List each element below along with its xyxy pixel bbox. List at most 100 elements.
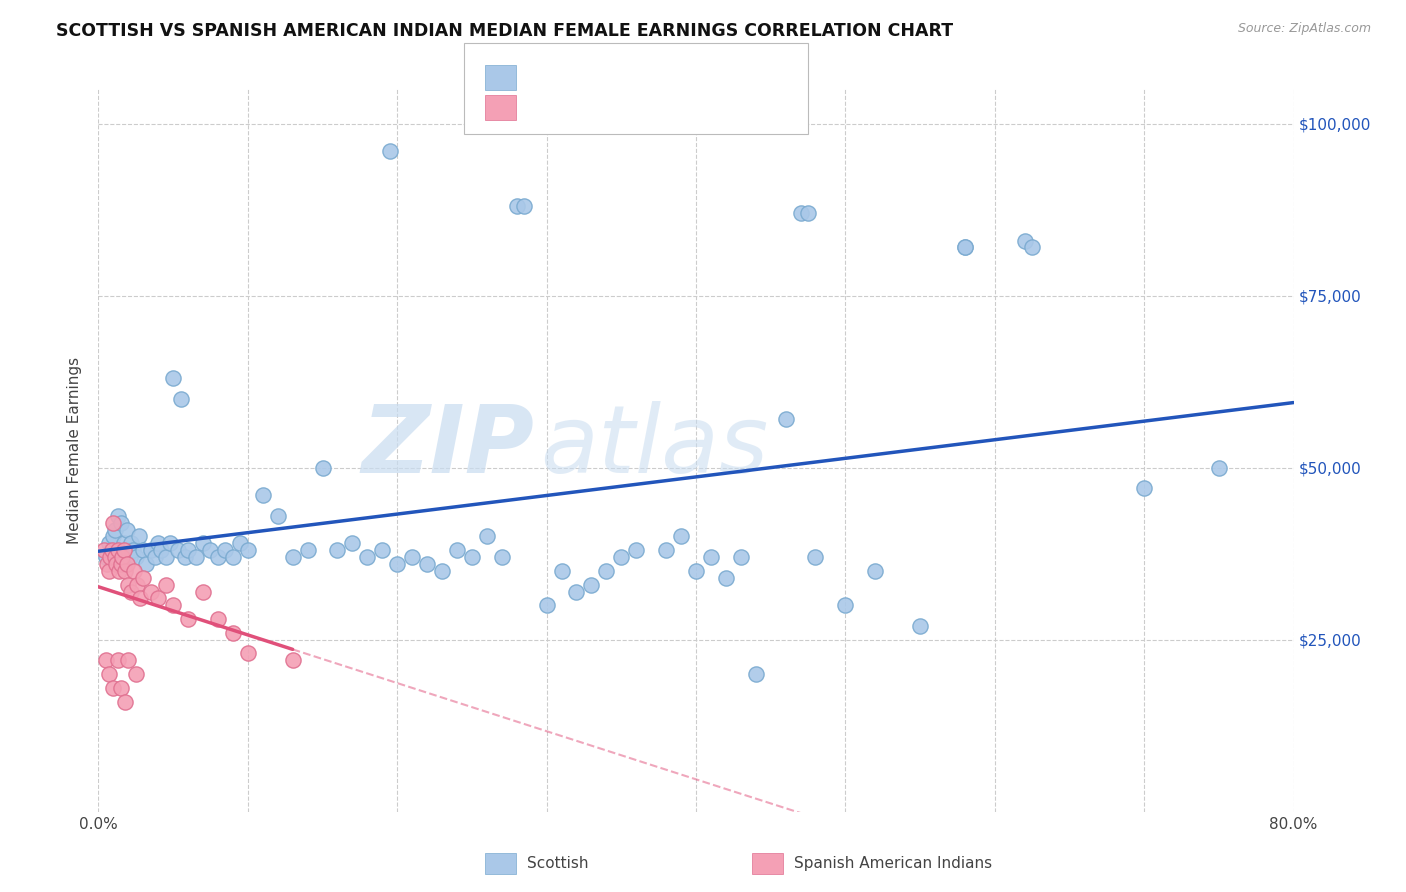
Point: [252, 488, 274, 502]
Point: [127, 577, 149, 591]
Point: [356, 550, 378, 565]
Point: [610, 550, 633, 565]
Text: R =   0.133   N = 77: R = 0.133 N = 77: [527, 70, 682, 85]
Point: [101, 543, 124, 558]
Point: [97, 667, 120, 681]
Point: [115, 557, 138, 571]
Point: [114, 564, 136, 578]
Point: [120, 536, 142, 550]
Point: [117, 577, 139, 591]
Point: [446, 543, 468, 558]
Point: [103, 529, 125, 543]
Point: [655, 543, 678, 558]
Point: [222, 625, 245, 640]
Point: [311, 460, 333, 475]
Text: ZIP: ZIP: [361, 401, 534, 493]
Point: [132, 571, 155, 585]
Point: [207, 550, 229, 565]
Point: [207, 612, 229, 626]
Point: [148, 536, 170, 550]
Y-axis label: Median Female Earnings: Median Female Earnings: [67, 357, 83, 544]
Point: [475, 529, 498, 543]
Point: [491, 550, 513, 565]
Point: [326, 543, 349, 558]
Point: [685, 564, 707, 578]
Point: [107, 508, 129, 523]
Point: [789, 206, 811, 220]
Point: [281, 550, 304, 565]
Point: [297, 543, 319, 558]
Point: [236, 543, 259, 558]
Point: [155, 577, 177, 591]
Point: [143, 550, 166, 565]
Point: [97, 564, 120, 578]
Point: [110, 681, 132, 695]
Point: [804, 550, 827, 565]
Point: [550, 564, 572, 578]
Point: [112, 543, 135, 558]
Point: [159, 536, 181, 550]
Point: [111, 550, 134, 565]
Point: [110, 516, 132, 530]
Point: [461, 550, 484, 565]
Point: [121, 543, 143, 558]
Point: [117, 543, 139, 558]
Point: [97, 536, 120, 550]
Point: [107, 543, 129, 558]
Text: Scottish: Scottish: [527, 856, 589, 871]
Point: [378, 144, 401, 158]
Point: [177, 612, 200, 626]
Point: [581, 577, 603, 591]
Point: [191, 584, 214, 599]
Point: [401, 550, 423, 565]
Point: [150, 543, 173, 558]
Text: SCOTTISH VS SPANISH AMERICAN INDIAN MEDIAN FEMALE EARNINGS CORRELATION CHART: SCOTTISH VS SPANISH AMERICAN INDIAN MEDI…: [56, 22, 953, 40]
Point: [865, 564, 887, 578]
Point: [129, 591, 152, 606]
Point: [105, 557, 128, 571]
Point: [114, 557, 136, 571]
Point: [184, 550, 207, 565]
Text: Source: ZipAtlas.com: Source: ZipAtlas.com: [1237, 22, 1371, 36]
Point: [118, 550, 141, 565]
Point: [139, 543, 162, 558]
Point: [98, 550, 122, 565]
Point: [135, 557, 157, 571]
Point: [595, 564, 617, 578]
Point: [115, 523, 138, 537]
Point: [132, 543, 155, 558]
Point: [103, 516, 125, 530]
Point: [174, 550, 197, 565]
Point: [730, 550, 752, 565]
Point: [236, 647, 259, 661]
Point: [177, 543, 200, 558]
Point: [1133, 481, 1156, 495]
Point: [1014, 234, 1036, 248]
Point: [191, 536, 214, 550]
Point: [124, 564, 146, 578]
Point: [267, 508, 290, 523]
Text: atlas: atlas: [541, 401, 769, 492]
Point: [112, 536, 135, 550]
Point: [513, 199, 536, 213]
Point: [169, 392, 191, 406]
Point: [155, 550, 177, 565]
Point: [139, 584, 162, 599]
Point: [108, 564, 131, 578]
Point: [162, 371, 184, 385]
Point: [700, 550, 723, 565]
Point: [416, 557, 439, 571]
Point: [103, 681, 125, 695]
Point: [148, 591, 170, 606]
Point: [908, 619, 931, 633]
Point: [110, 557, 132, 571]
Point: [104, 523, 127, 537]
Point: [506, 199, 529, 213]
Point: [953, 240, 976, 254]
Point: [745, 667, 768, 681]
Point: [430, 564, 453, 578]
Point: [128, 529, 150, 543]
Point: [834, 599, 856, 613]
Text: R = -0.208   N = 31: R = -0.208 N = 31: [527, 101, 678, 115]
Point: [669, 529, 692, 543]
